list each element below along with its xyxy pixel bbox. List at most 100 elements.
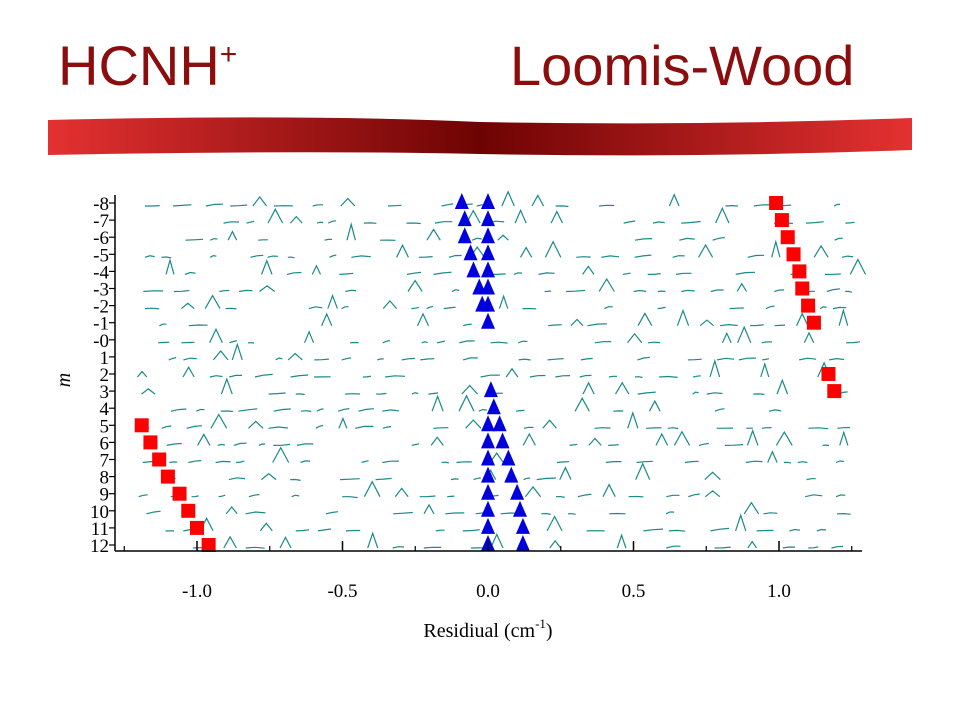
spectrum-trace	[185, 221, 843, 242]
y-tick-label: 10	[90, 502, 109, 523]
y-tick-label: -3	[93, 280, 109, 301]
spectrum-trace	[223, 206, 855, 225]
blue-triangle-marker	[510, 483, 525, 500]
spectrum-trace	[165, 257, 867, 275]
charge-superscript: +	[219, 38, 238, 71]
blue-triangle-marker	[515, 517, 530, 534]
blue-triangle-marker	[481, 449, 495, 466]
spectrum-trace	[136, 358, 831, 379]
red-square-marker	[774, 213, 789, 228]
red-square-marker	[780, 230, 795, 245]
blue-triangle-marker	[481, 261, 495, 278]
y-tick-label: 5	[100, 416, 110, 437]
spectrum-trace	[168, 342, 845, 361]
red-square-marker	[181, 503, 196, 518]
x-tick-label: 1.0	[767, 581, 791, 602]
spectrum-trace	[145, 293, 847, 310]
red-square-marker	[160, 469, 175, 484]
blue-triangle-marker	[457, 227, 472, 244]
x-axis-label-sup: -1	[535, 616, 546, 631]
blue-triangle-marker	[501, 449, 516, 466]
blue-triangle-marker	[466, 261, 481, 278]
red-square-marker	[143, 435, 158, 450]
blue-triangle-marker	[481, 500, 495, 517]
spectrum-trace	[159, 308, 849, 327]
y-tick-label: 12	[90, 536, 109, 557]
blue-triangle-marker	[504, 466, 519, 483]
spectrum-trace	[165, 513, 827, 532]
x-axis-label: Residiual (cm-1)	[423, 616, 552, 642]
y-tick-label: 9	[100, 485, 110, 506]
spectrum-trace	[192, 531, 844, 549]
red-square-marker	[827, 384, 842, 399]
spectrum-trace	[138, 480, 846, 499]
spectrum-trace	[138, 410, 851, 430]
assignment-markers	[134, 193, 842, 552]
y-tick-label: 11	[91, 519, 109, 540]
red-square-marker	[190, 520, 204, 535]
red-square-marker	[786, 247, 801, 262]
y-tick-label: -1	[93, 314, 109, 335]
y-axis-label: m	[53, 373, 75, 387]
red-square-marker	[134, 418, 149, 433]
blue-triangle-marker	[454, 193, 469, 209]
blue-triangle-marker	[481, 517, 495, 534]
blue-triangle-marker	[463, 244, 478, 261]
y-tick-label: -5	[93, 245, 109, 266]
blue-triangle-marker	[457, 210, 472, 227]
spectrum-trace	[158, 325, 860, 344]
red-square-marker	[769, 196, 784, 210]
y-tick-label: 6	[100, 433, 110, 454]
y-tick-label: 8	[100, 468, 110, 489]
molecule-name: HCNH	[58, 34, 220, 97]
red-square-marker	[152, 452, 167, 467]
slide-title-method: Loomis-Wood	[510, 34, 855, 97]
red-square-marker	[201, 538, 216, 552]
y-tick-label: -7	[93, 211, 109, 232]
spectrum-trace	[142, 446, 844, 464]
slide-title-molecule: HCNH+	[58, 38, 237, 94]
x-axis-label-main: Residiual (cm	[423, 620, 535, 642]
spectrum-trace	[144, 239, 854, 259]
spectrum-trace	[143, 429, 849, 447]
y-tick-label: 4	[100, 399, 110, 420]
red-square-marker	[795, 281, 810, 296]
y-tick-label: -8	[93, 194, 109, 215]
y-tick-label: -6	[93, 228, 109, 249]
red-square-marker	[801, 298, 816, 313]
x-tick-label: 0.0	[476, 581, 500, 602]
spectrum-trace	[143, 277, 853, 293]
y-tick-label: -0	[93, 331, 109, 352]
red-square-marker	[172, 486, 187, 501]
blue-triangle-marker	[481, 312, 495, 329]
blue-triangle-marker	[495, 432, 510, 449]
x-tick-label: -0.5	[327, 581, 357, 602]
blue-triangle-marker	[481, 210, 495, 227]
y-tick-label: 7	[100, 451, 110, 472]
red-square-marker	[792, 264, 807, 279]
blue-triangle-marker	[481, 193, 495, 209]
spectrum-trace	[146, 501, 851, 515]
y-tick-label: -2	[93, 297, 109, 318]
spectrum-trace	[141, 377, 848, 396]
blue-triangle-marker	[481, 278, 495, 295]
spectrum-trace	[144, 190, 841, 208]
blue-triangle-marker	[515, 535, 530, 551]
y-tick-label: -4	[93, 262, 109, 283]
blue-triangle-marker	[481, 227, 495, 244]
red-square-marker	[821, 367, 836, 381]
blue-triangle-marker	[492, 415, 507, 432]
blue-triangle-marker	[481, 295, 495, 312]
title-swoosh-banner	[48, 117, 912, 156]
blue-triangle-marker	[481, 244, 495, 261]
spectrum-traces	[136, 190, 867, 549]
x-tick-label: -1.0	[182, 581, 212, 602]
blue-triangle-marker	[481, 415, 495, 432]
blue-triangle-marker	[481, 432, 495, 449]
y-tick-label: 2	[100, 365, 110, 386]
red-square-marker	[806, 315, 821, 330]
blue-triangle-marker	[481, 466, 495, 483]
x-axis-label-close: )	[546, 620, 553, 642]
